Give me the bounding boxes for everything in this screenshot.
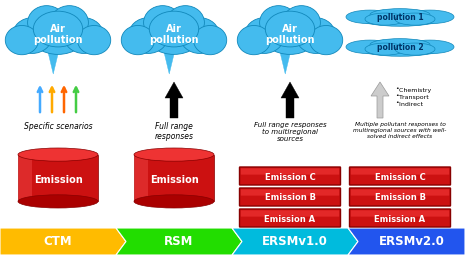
Ellipse shape (346, 10, 394, 24)
FancyBboxPatch shape (350, 167, 451, 185)
Ellipse shape (134, 195, 214, 208)
Ellipse shape (128, 18, 168, 53)
FancyBboxPatch shape (239, 209, 340, 227)
Ellipse shape (144, 6, 182, 39)
Ellipse shape (78, 26, 111, 55)
Ellipse shape (237, 26, 271, 55)
Ellipse shape (365, 13, 405, 25)
FancyBboxPatch shape (351, 168, 449, 175)
FancyBboxPatch shape (351, 189, 449, 196)
Polygon shape (232, 228, 358, 255)
Ellipse shape (370, 9, 430, 21)
Ellipse shape (245, 18, 284, 53)
Bar (18, 155, 98, 201)
Ellipse shape (166, 6, 205, 39)
Ellipse shape (282, 6, 320, 39)
Polygon shape (116, 228, 242, 255)
Ellipse shape (406, 10, 454, 24)
Text: Emission A: Emission A (374, 214, 425, 223)
Polygon shape (348, 228, 465, 255)
FancyBboxPatch shape (239, 188, 340, 206)
Polygon shape (280, 53, 290, 74)
Polygon shape (0, 228, 126, 255)
Ellipse shape (296, 18, 336, 53)
Ellipse shape (370, 39, 430, 51)
Text: •
•
•: • • • (395, 86, 399, 105)
Polygon shape (48, 53, 58, 74)
Ellipse shape (18, 148, 98, 161)
Ellipse shape (395, 43, 435, 55)
FancyBboxPatch shape (241, 168, 339, 175)
Text: Emission C: Emission C (375, 173, 425, 181)
Ellipse shape (145, 10, 204, 54)
Polygon shape (281, 82, 299, 118)
FancyBboxPatch shape (350, 209, 451, 227)
Text: ERSMv2.0: ERSMv2.0 (379, 235, 445, 248)
FancyBboxPatch shape (241, 210, 339, 217)
Text: Multiple pollutant responses to
multiregional sources with well-
solved indirect: Multiple pollutant responses to multireg… (353, 122, 447, 139)
FancyBboxPatch shape (350, 188, 451, 206)
Polygon shape (371, 82, 389, 118)
Ellipse shape (179, 18, 219, 53)
Text: Emission B: Emission B (374, 194, 425, 203)
Ellipse shape (266, 11, 315, 47)
Polygon shape (164, 53, 174, 74)
Ellipse shape (346, 40, 394, 54)
Ellipse shape (134, 148, 214, 161)
Bar (134, 155, 148, 201)
Text: Air
pollution: Air pollution (265, 23, 315, 45)
Ellipse shape (13, 18, 52, 53)
Text: Emission: Emission (33, 175, 82, 185)
FancyBboxPatch shape (241, 189, 339, 196)
Ellipse shape (406, 40, 454, 54)
Text: Emission: Emission (150, 175, 199, 185)
Ellipse shape (5, 26, 39, 55)
Text: Air
pollution: Air pollution (149, 23, 199, 45)
Polygon shape (165, 82, 183, 118)
Ellipse shape (358, 10, 443, 26)
Ellipse shape (33, 11, 83, 47)
Ellipse shape (365, 43, 405, 55)
Ellipse shape (18, 195, 98, 208)
Ellipse shape (27, 6, 66, 39)
Text: Emission A: Emission A (265, 214, 316, 223)
Text: Full range responses
to multiregional
sources: Full range responses to multiregional so… (254, 122, 326, 142)
Ellipse shape (28, 10, 87, 54)
Ellipse shape (259, 6, 298, 39)
Text: Emission C: Emission C (265, 173, 315, 181)
Ellipse shape (358, 40, 443, 56)
Ellipse shape (260, 10, 319, 54)
Text: Chemistry
  Transport
  Indirect: Chemistry Transport Indirect (395, 88, 431, 107)
Bar (134, 155, 214, 201)
Text: Air
pollution: Air pollution (33, 23, 83, 45)
Ellipse shape (149, 11, 199, 47)
Text: pollution 2: pollution 2 (377, 44, 423, 52)
Ellipse shape (310, 26, 343, 55)
Text: Specific scenarios: Specific scenarios (24, 122, 93, 131)
Text: RSM: RSM (164, 235, 194, 248)
Text: CTM: CTM (44, 235, 73, 248)
FancyBboxPatch shape (239, 167, 340, 185)
Text: pollution 1: pollution 1 (377, 13, 423, 22)
Bar (18, 155, 33, 201)
FancyBboxPatch shape (351, 210, 449, 217)
Text: Full range
responses: Full range responses (154, 122, 193, 141)
Ellipse shape (50, 6, 88, 39)
Ellipse shape (193, 26, 227, 55)
Ellipse shape (64, 18, 104, 53)
Ellipse shape (395, 13, 435, 25)
Text: ERSMv1.0: ERSMv1.0 (262, 235, 328, 248)
Ellipse shape (121, 26, 154, 55)
Text: Emission B: Emission B (265, 194, 315, 203)
